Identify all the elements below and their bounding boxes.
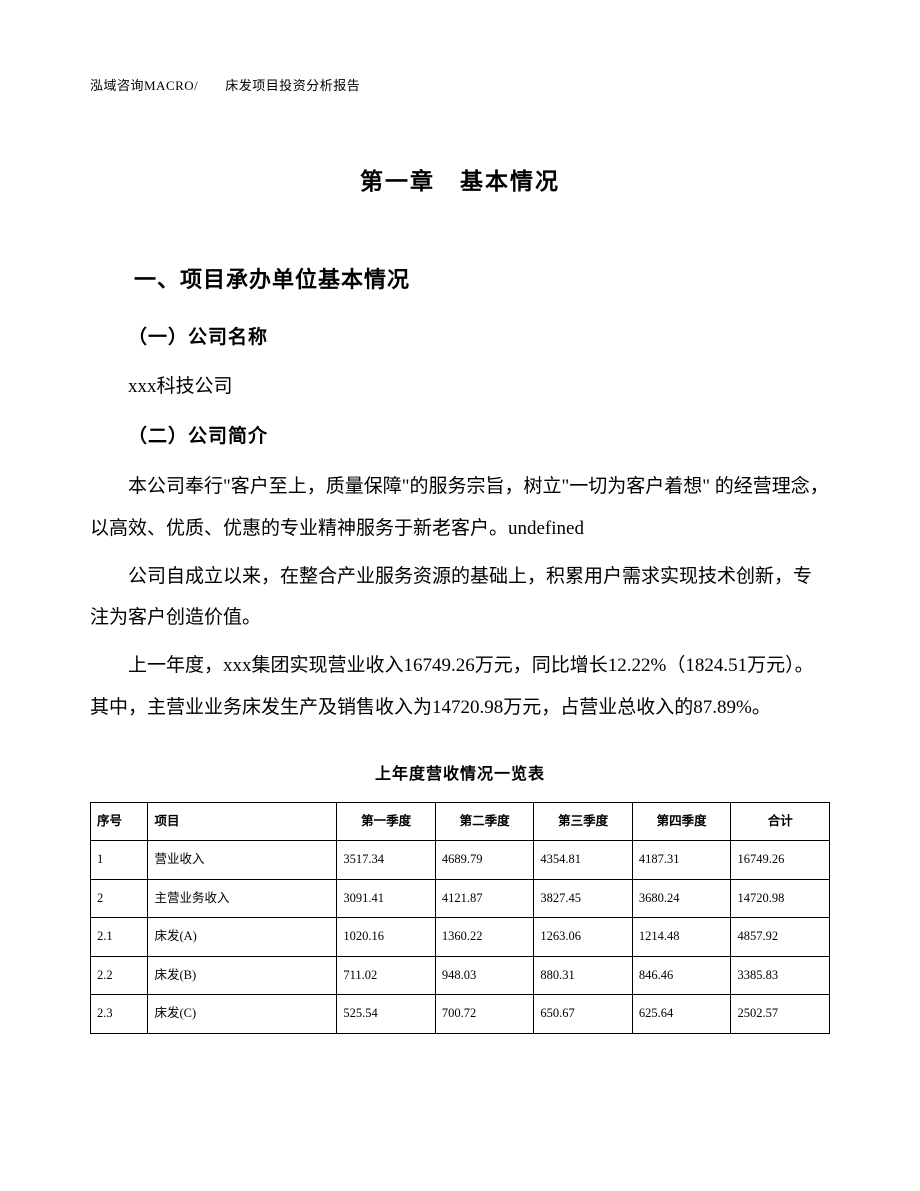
table-cell: 2502.57: [731, 995, 830, 1034]
table-header-q4: 第四季度: [632, 802, 731, 841]
table-header-total: 合计: [731, 802, 830, 841]
table-cell: 主营业务收入: [148, 879, 337, 918]
table-cell: 床发(A): [148, 918, 337, 957]
company-intro-p3: 上一年度，xxx集团实现营业收入16749.26万元，同比增长12.22%（18…: [90, 645, 830, 729]
table-cell: 2.1: [91, 918, 148, 957]
table-header-item: 项目: [148, 802, 337, 841]
subsection-2-title: （二）公司简介: [90, 416, 830, 458]
table-cell: 525.54: [337, 995, 436, 1034]
table-header-row: 序号 项目 第一季度 第二季度 第三季度 第四季度 合计: [91, 802, 830, 841]
table-cell: 846.46: [632, 956, 731, 995]
table-header-seq: 序号: [91, 802, 148, 841]
table-cell: 1263.06: [534, 918, 633, 957]
table-cell: 2: [91, 879, 148, 918]
chapter-title: 第一章 基本情况: [90, 156, 830, 207]
table-cell: 2.3: [91, 995, 148, 1034]
company-intro-p2: 公司自成立以来，在整合产业服务资源的基础上，积累用户需求实现技术创新，专注为客户…: [90, 556, 830, 640]
table-cell: 4121.87: [435, 879, 534, 918]
table-cell: 1: [91, 841, 148, 880]
table-cell: 880.31: [534, 956, 633, 995]
table-cell: 948.03: [435, 956, 534, 995]
page-header: 泓域咨询MACRO/ 床发项目投资分析报告: [90, 72, 830, 101]
table-cell: 3680.24: [632, 879, 731, 918]
table-cell: 床发(B): [148, 956, 337, 995]
table-cell: 711.02: [337, 956, 436, 995]
table-row: 2.2 床发(B) 711.02 948.03 880.31 846.46 33…: [91, 956, 830, 995]
table-cell: 4187.31: [632, 841, 731, 880]
table-row: 2 主营业务收入 3091.41 4121.87 3827.45 3680.24…: [91, 879, 830, 918]
table-cell: 650.67: [534, 995, 633, 1034]
table-cell: 625.64: [632, 995, 731, 1034]
table-cell: 3385.83: [731, 956, 830, 995]
company-intro-p1: 本公司奉行"客户至上，质量保障"的服务宗旨，树立"一切为客户着想" 的经营理念，…: [90, 466, 830, 550]
table-cell: 4689.79: [435, 841, 534, 880]
table-cell: 16749.26: [731, 841, 830, 880]
table-title: 上年度营收情况一览表: [90, 757, 830, 792]
table-header-q1: 第一季度: [337, 802, 436, 841]
table-row: 1 营业收入 3517.34 4689.79 4354.81 4187.31 1…: [91, 841, 830, 880]
table-cell: 3827.45: [534, 879, 633, 918]
table-cell: 3091.41: [337, 879, 436, 918]
table-cell: 14720.98: [731, 879, 830, 918]
revenue-table: 序号 项目 第一季度 第二季度 第三季度 第四季度 合计 1 营业收入 3517…: [90, 802, 830, 1034]
table-row: 2.1 床发(A) 1020.16 1360.22 1263.06 1214.4…: [91, 918, 830, 957]
table-header-q3: 第三季度: [534, 802, 633, 841]
table-cell: 700.72: [435, 995, 534, 1034]
table-cell: 3517.34: [337, 841, 436, 880]
table-cell: 4857.92: [731, 918, 830, 957]
table-cell: 1020.16: [337, 918, 436, 957]
table-cell: 营业收入: [148, 841, 337, 880]
table-cell: 1360.22: [435, 918, 534, 957]
section-title: 一、项目承办单位基本情况: [90, 256, 830, 304]
subsection-1-title: （一）公司名称: [90, 317, 830, 359]
company-name-text: xxx科技公司: [90, 366, 830, 408]
table-cell: 4354.81: [534, 841, 633, 880]
table-cell: 1214.48: [632, 918, 731, 957]
table-header-q2: 第二季度: [435, 802, 534, 841]
table-row: 2.3 床发(C) 525.54 700.72 650.67 625.64 25…: [91, 995, 830, 1034]
table-cell: 2.2: [91, 956, 148, 995]
table-cell: 床发(C): [148, 995, 337, 1034]
